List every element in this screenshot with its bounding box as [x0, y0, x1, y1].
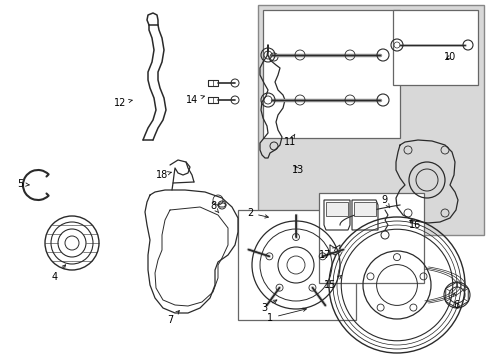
Bar: [392, 10, 477, 85]
Bar: [263, 10, 399, 138]
Text: 13: 13: [291, 165, 304, 175]
Bar: [238, 210, 355, 320]
Text: 8: 8: [209, 201, 219, 213]
Text: 18: 18: [156, 170, 171, 180]
Text: 4: 4: [52, 265, 65, 282]
Bar: [318, 193, 423, 283]
Text: 6: 6: [452, 293, 458, 310]
Text: 16: 16: [408, 220, 420, 230]
Text: 15: 15: [323, 275, 341, 290]
Text: 17: 17: [318, 247, 336, 260]
Text: 1: 1: [266, 308, 306, 323]
Text: 7: 7: [166, 311, 179, 325]
Text: 10: 10: [443, 52, 455, 62]
Text: 9: 9: [380, 195, 389, 208]
Bar: [258, 5, 483, 235]
Text: 11: 11: [284, 134, 296, 147]
Text: 2: 2: [246, 208, 268, 218]
Text: 12: 12: [114, 98, 132, 108]
Text: 5: 5: [17, 179, 29, 189]
Bar: [325, 202, 347, 216]
Text: 3: 3: [261, 300, 276, 313]
Text: 14: 14: [185, 95, 204, 105]
Bar: [353, 202, 375, 216]
